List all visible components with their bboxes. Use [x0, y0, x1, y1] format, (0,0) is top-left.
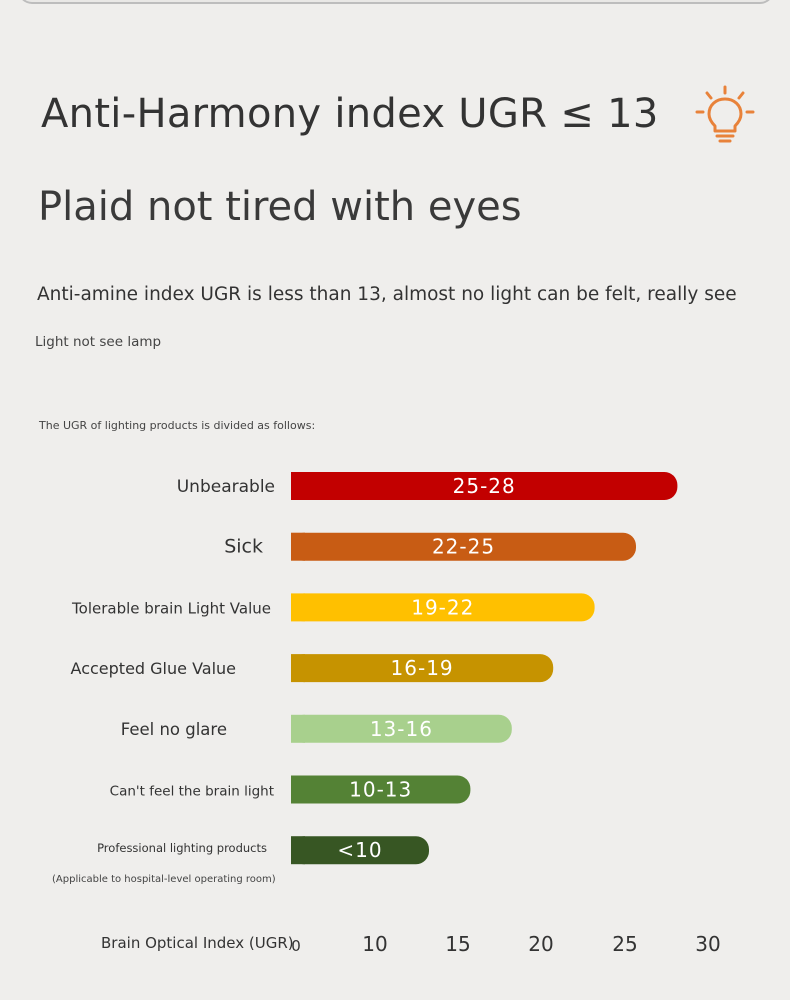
x-tick-label: 30: [695, 932, 720, 956]
bar-value-label: 16-19: [391, 656, 454, 680]
bar-left-edge: [291, 836, 305, 865]
x-tick-label: 15: [445, 932, 470, 956]
headline: Anti-Harmony index UGR ≤ 13: [41, 91, 659, 137]
bar-value-label: <10: [337, 838, 382, 862]
x-tick-label: 25: [612, 932, 637, 956]
ugr-bar-chart: 25-28 Unbearable 22-25 Sick 19-22 Tolerable b…: [71, 472, 721, 956]
category-label: Sick: [224, 536, 263, 558]
description-continued: Light not see lamp: [35, 334, 162, 350]
bar-left-edge: [291, 775, 305, 804]
category-label: Professional lighting products: [97, 841, 267, 855]
bar-value-label: 19-22: [411, 595, 474, 619]
description: Anti-amine index UGR is less than 13, al…: [37, 284, 737, 305]
category-label: Accepted Glue Value: [71, 659, 236, 678]
bar-left-edge: [291, 532, 305, 561]
bar: [291, 532, 636, 561]
bar: [291, 472, 678, 500]
x-tick-label: 10: [362, 932, 387, 956]
bar: [291, 593, 595, 622]
category-label: Tolerable brain Light Value: [71, 599, 271, 617]
category-label: Feel no glare: [121, 720, 227, 739]
device-frame-edge: [18, 0, 774, 4]
bar-left-edge: [291, 654, 305, 683]
subheadline: Plaid not tired with eyes: [38, 184, 522, 230]
bar-left-edge: [291, 593, 305, 622]
bar: [291, 714, 512, 743]
bar-value-label: 25-28: [453, 474, 516, 498]
x-tick-label: 0: [291, 937, 301, 955]
category-label: Unbearable: [177, 477, 275, 497]
chart-title: The UGR of lighting products is divided …: [39, 419, 316, 432]
bar-left-edge: [291, 714, 305, 743]
bar-value-label: 22-25: [432, 535, 495, 559]
x-tick-label: 20: [528, 932, 553, 956]
category-label: Can't feel the brain light: [110, 784, 274, 800]
bar-value-label: 13-16: [370, 717, 433, 741]
bar: [291, 836, 429, 865]
bar: [291, 775, 471, 804]
x-axis-label: Brain Optical Index (UGR): [101, 934, 294, 952]
chart-annotation: (Applicable to hospital-level operating …: [52, 874, 276, 885]
bar-value-label: 10-13: [349, 778, 412, 802]
bar: [291, 654, 554, 683]
bar-left-edge: [291, 472, 305, 500]
lightbulb-icon: [695, 85, 755, 143]
